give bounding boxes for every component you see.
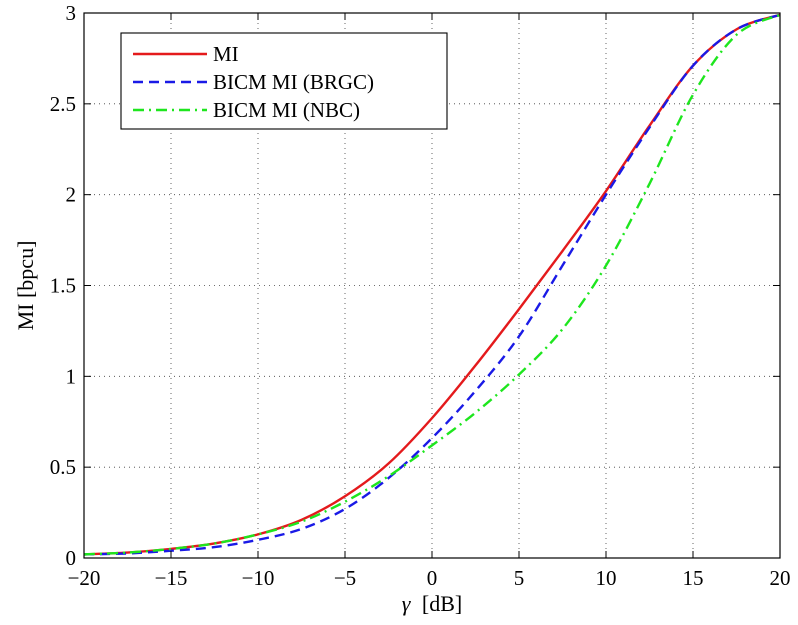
legend: MI BICM MI (BRGC) BICM MI (NBC) (120, 32, 448, 130)
x-axis-label: γ [dB] (402, 591, 463, 616)
x-axis-label-unit: [dB] (422, 591, 462, 616)
x-tick-label: 0 (427, 566, 438, 590)
x-tick-label: 15 (683, 566, 704, 590)
y-tick-label: 3 (66, 1, 77, 25)
x-tick-label: 5 (514, 566, 525, 590)
y-tick-label: 0.5 (50, 455, 76, 479)
x-tick-label: 10 (596, 566, 617, 590)
series-line-2 (83, 13, 781, 556)
x-tick-label: −5 (334, 566, 356, 590)
axis-ticks (83, 12, 781, 559)
tick-labels: −20 −15 −10 −5 0 5 10 15 20 0 0.5 1 1.5 2 2.5 3 (50, 1, 791, 590)
x-tick-label: −10 (242, 566, 275, 590)
y-tick-label: 1 (66, 364, 77, 388)
plot-series (83, 13, 781, 556)
legend-label: MI (213, 42, 239, 66)
legend-label: BICM MI (NBC) (213, 98, 360, 122)
series-line-1 (83, 13, 781, 556)
y-tick-label: 2 (66, 183, 77, 207)
x-tick-label: −15 (155, 566, 188, 590)
y-tick-label: 2.5 (50, 92, 76, 116)
legend-label: BICM MI (BRGC) (213, 70, 374, 94)
x-tick-label: 20 (770, 566, 791, 590)
legend-box (120, 32, 448, 130)
y-tick-label: 0 (66, 546, 77, 570)
y-tick-label: 1.5 (50, 274, 76, 298)
x-tick-label: −20 (68, 566, 101, 590)
y-axis-label: MI [bpcu] (13, 241, 38, 331)
x-axis-label-symbol: γ (402, 591, 412, 616)
